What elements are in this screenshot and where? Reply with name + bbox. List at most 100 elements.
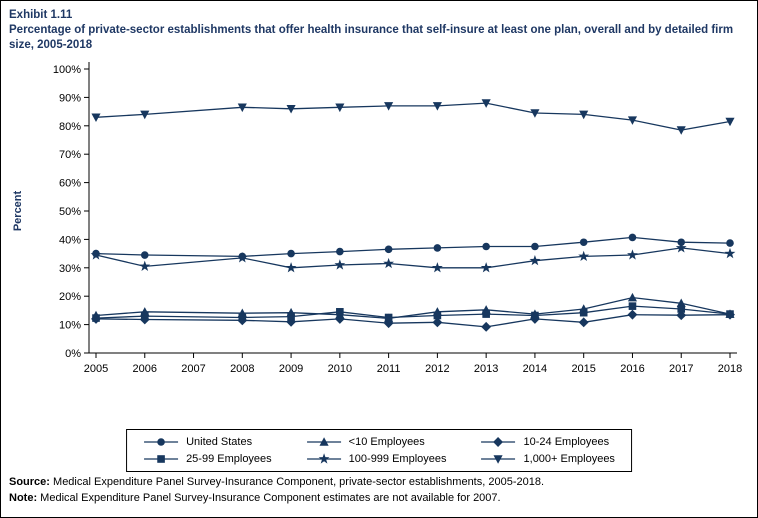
line-chart: 0% 10% 20% 30% 40% 50% 60% 70% 80% 90% 100% 2005 200…: [12, 62, 742, 375]
circle-marker: [433, 244, 442, 252]
triangle-down-marker: [530, 109, 540, 118]
legend-item-100-999-employees: 100-999 Employees: [306, 452, 447, 466]
star-marker: [334, 259, 346, 270]
source-text: Medical Expenditure Panel Survey-Insuran…: [49, 476, 545, 488]
note-line: Note: Medical Expenditure Panel Survey-I…: [9, 491, 544, 507]
x-tick-label: 2006: [133, 363, 157, 375]
y-tick-label: 0%: [65, 348, 81, 360]
star-marker: [431, 262, 443, 273]
square-marker: [482, 310, 490, 318]
diamond-marker: [481, 321, 492, 332]
square-marker: [384, 313, 393, 322]
triangle-up-marker: [676, 298, 686, 308]
y-tick-label: 10%: [59, 320, 81, 332]
diamond-legend-icon: [481, 437, 516, 447]
triangle-down-marker: [335, 103, 345, 113]
y-tick-label: 20%: [59, 291, 81, 303]
diamond-marker: [578, 317, 589, 328]
triangle-down-marker: [627, 116, 638, 125]
footnotes: Source: Medical Expenditure Panel Survey…: [9, 475, 544, 507]
square-marker: [92, 314, 100, 322]
legend-item-25-99-employees: 25-99 Employees: [143, 452, 272, 466]
x-tick-label: 2016: [620, 363, 644, 375]
circle-marker: [336, 247, 344, 256]
chart-title: Percentage of private-sector establishme…: [9, 23, 734, 51]
exhibit-label: Exhibit 1.11: [9, 9, 73, 21]
y-tick-label: 100%: [53, 64, 81, 76]
circle-marker: [287, 249, 295, 258]
triangle-down-marker: [481, 99, 491, 108]
y-tick-label: 80%: [59, 121, 81, 133]
x-tick-label: 2005: [84, 363, 108, 375]
note-prefix: Note:: [9, 491, 38, 504]
circle-legend-icon: [144, 438, 179, 446]
triangle-down-marker: [237, 103, 247, 113]
y-axis-title: Percent: [12, 190, 24, 231]
legend-label: <10 Employees: [348, 436, 425, 448]
circle-marker: [579, 238, 588, 247]
star-marker: [383, 257, 395, 269]
x-tick-label: 2012: [425, 363, 449, 375]
triangle-down-legend-icon: [481, 455, 516, 464]
square-marker: [531, 311, 539, 320]
star-marker: [529, 255, 541, 266]
triangle-down-marker: [286, 104, 296, 114]
x-tick-label: 2007: [181, 363, 205, 375]
circle-marker: [482, 242, 490, 251]
legend-item-united-states: United States: [143, 435, 272, 449]
star-marker: [236, 252, 248, 263]
square-marker: [726, 310, 734, 318]
circle-marker: [726, 239, 734, 247]
y-tick-label: 30%: [59, 263, 81, 275]
square-marker: [140, 312, 149, 320]
triangle-up-marker: [627, 292, 638, 302]
square-legend-icon: [144, 455, 179, 463]
square-marker: [287, 312, 295, 321]
x-tick-label: 2008: [230, 363, 254, 375]
triangle-up-legend-icon: [306, 437, 341, 446]
star-marker: [578, 250, 590, 262]
triangle-down-marker: [676, 126, 686, 135]
legend-label: United States: [186, 436, 253, 448]
note-text: Medical Expenditure Panel Survey-Insuran…: [37, 491, 501, 504]
square-marker: [579, 308, 588, 317]
x-tick-label: 2009: [279, 363, 303, 375]
legend-label: 1,000+ Employees: [523, 453, 615, 465]
x-tick-label: 2011: [377, 363, 401, 375]
series-10-employees: [91, 292, 735, 323]
square-marker: [433, 311, 442, 320]
x-tick-label: 2015: [571, 363, 595, 375]
source-line: Source: Medical Expenditure Panel Survey…: [9, 475, 544, 491]
y-tick-label: 90%: [59, 92, 81, 104]
circle-marker: [531, 242, 539, 251]
legend-item-10-24-employees: 10-24 Employees: [481, 435, 615, 449]
triangle-down-marker: [384, 102, 394, 111]
star-marker: [675, 242, 687, 253]
square-marker: [628, 302, 637, 310]
star-marker: [480, 262, 492, 273]
y-tick-label: 50%: [59, 206, 81, 218]
x-tick-label: 2014: [523, 363, 547, 375]
series-1-000-employees: [91, 99, 735, 135]
title-block: Exhibit 1.11 Percentage of private-secto…: [9, 8, 751, 53]
legend-label: 100-999 Employees: [348, 453, 447, 465]
series-100-999-employees: [90, 242, 736, 273]
square-marker: [336, 308, 344, 316]
triangle-down-marker: [140, 110, 150, 120]
diamond-marker: [627, 309, 638, 320]
y-tick-label: 40%: [59, 234, 81, 246]
x-tick-label: 2018: [718, 363, 742, 375]
square-marker: [677, 305, 686, 313]
circle-marker: [140, 251, 149, 259]
y-tick-label: 60%: [59, 178, 81, 190]
y-tick-label: 70%: [59, 149, 81, 161]
circle-marker: [628, 233, 637, 242]
star-marker: [285, 262, 297, 273]
series-united-states: [92, 233, 734, 261]
legend: United States <10 Employees 10-24 Employee…: [126, 429, 632, 472]
triangle-down-marker: [91, 113, 101, 123]
star-marker: [627, 249, 638, 260]
star-marker: [139, 260, 151, 271]
triangle-down-marker: [432, 102, 442, 111]
